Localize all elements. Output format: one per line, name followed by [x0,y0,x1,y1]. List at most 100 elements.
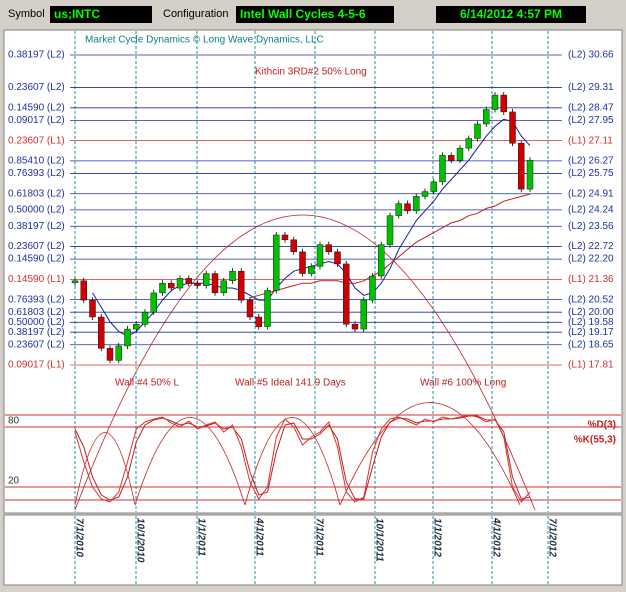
osc-level-label: 80 [8,416,20,427]
candle [421,191,429,197]
level-right-label: (L2) 29.31 [568,82,614,93]
level-left-label: 0.38197 (L2) [8,50,65,61]
config-value: Intel Wall Cycles 4-5-6 [240,7,366,21]
level-right-label: (L2) 28.47 [568,102,614,113]
candle [500,94,507,113]
candle [229,270,236,282]
candle [404,203,411,212]
level-right-label: (L2) 22.72 [568,241,614,252]
candle [106,348,114,361]
annotation: Wall #4 50% L [115,378,180,389]
level-left-label: 0.76393 (L2) [8,168,65,179]
credit: Market Cycle Dynamics © Long Wave Dynami… [85,35,324,46]
candle [369,275,376,301]
date-label: 4/1/2012 [490,517,501,557]
symbol-value: us;INTC [54,7,100,21]
date-label: 10/1/2011 [373,518,384,562]
annotation: Wall #5 Ideal 141.9 Days [235,378,346,389]
level-right-label: (L2) 20.52 [568,294,614,305]
candle [465,138,472,149]
level-left-label: 0.14590 (L2) [8,254,65,265]
date-label: 7/1/2011 [313,518,324,557]
candle [211,273,219,294]
level-left-label: 0.61803 (L2) [8,307,65,318]
level-left-label: 0.50000 (L2) [8,205,65,216]
candle [273,234,280,291]
level-right-label: (L1) 17.81 [568,360,614,371]
candle [255,316,262,327]
level-right-label: (L2) 27.95 [568,115,614,126]
level-right-label: (L2) 22.20 [568,254,614,265]
candle [456,147,464,161]
candle [308,266,315,274]
candle [98,316,105,349]
level-left-label: 0.09017 (L1) [8,360,65,371]
candle [491,94,499,110]
level-left-label: 0.85410 (L2) [8,156,65,167]
candle [360,299,367,330]
level-right-label: (L1) 21.36 [568,274,614,285]
candle [203,273,210,286]
date-label: 4/1/2011 [253,517,264,557]
candle [413,196,420,212]
candle [115,345,122,361]
candle [220,280,227,294]
candle [185,278,192,284]
candle [386,215,394,245]
config-box[interactable] [236,6,394,23]
annotation: Kithcin 3RD#2 50% Long [255,67,367,78]
date-label: 1/1/2011 [195,518,206,557]
osc-legend: %K(55,3) [574,435,616,446]
level-right-label: (L2) 19.17 [568,327,614,338]
level-left-label: 0.14590 (L2) [8,102,65,113]
candle [299,251,306,274]
candle [430,181,437,192]
date-label: 10/1/2010 [134,518,145,563]
config-label: Configuration [163,8,228,20]
candle [474,123,481,139]
time-box [436,6,586,23]
level-left-label: 0.38197 (L2) [8,327,65,338]
level-left-label: 0.76393 (L2) [8,294,65,305]
candle [264,290,271,327]
date-label: 7/1/2012 [546,518,557,557]
candle [518,143,525,190]
level-left-label: 0.23607 (L2) [8,82,65,93]
annotation: Wall #6 100% Long [420,378,506,389]
level-left-label: 0.38197 (L2) [8,221,65,232]
candle [133,324,140,330]
timestamp: 6/14/2012 4:57 PM [460,7,562,21]
level-right-label: (L2) 19.58 [568,317,614,328]
oscillator-line [74,414,531,503]
level-right-label: (L1) 27.11 [568,135,613,146]
candle [281,234,289,240]
osc-level-label: 20 [8,476,20,487]
symbol-box[interactable] [50,6,152,23]
symbol-label: Symbol [8,8,45,20]
candle [395,203,402,216]
candle [343,263,350,325]
candle [526,159,534,190]
candle [71,280,79,284]
cycle-arcs [74,214,536,511]
level-left-label: 0.23607 (L2) [8,241,65,252]
candle [89,299,96,318]
candle [141,311,149,325]
candle [150,292,157,313]
candle [316,244,324,267]
level-right-label: (L2) 26.27 [568,156,614,167]
candle [159,283,166,294]
candle [325,244,332,253]
candle [80,280,87,301]
level-right-label: (L2) 24.24 [568,205,614,216]
candle [124,328,131,347]
candle [176,278,184,289]
candle [439,155,446,183]
date-label: 1/1/2012 [431,518,442,557]
candle [246,299,254,318]
level-left-label: 0.23607 (L2) [8,339,65,350]
candle [509,111,516,144]
level-left-label: 0.50000 (L2) [8,317,65,328]
candle [448,155,455,161]
